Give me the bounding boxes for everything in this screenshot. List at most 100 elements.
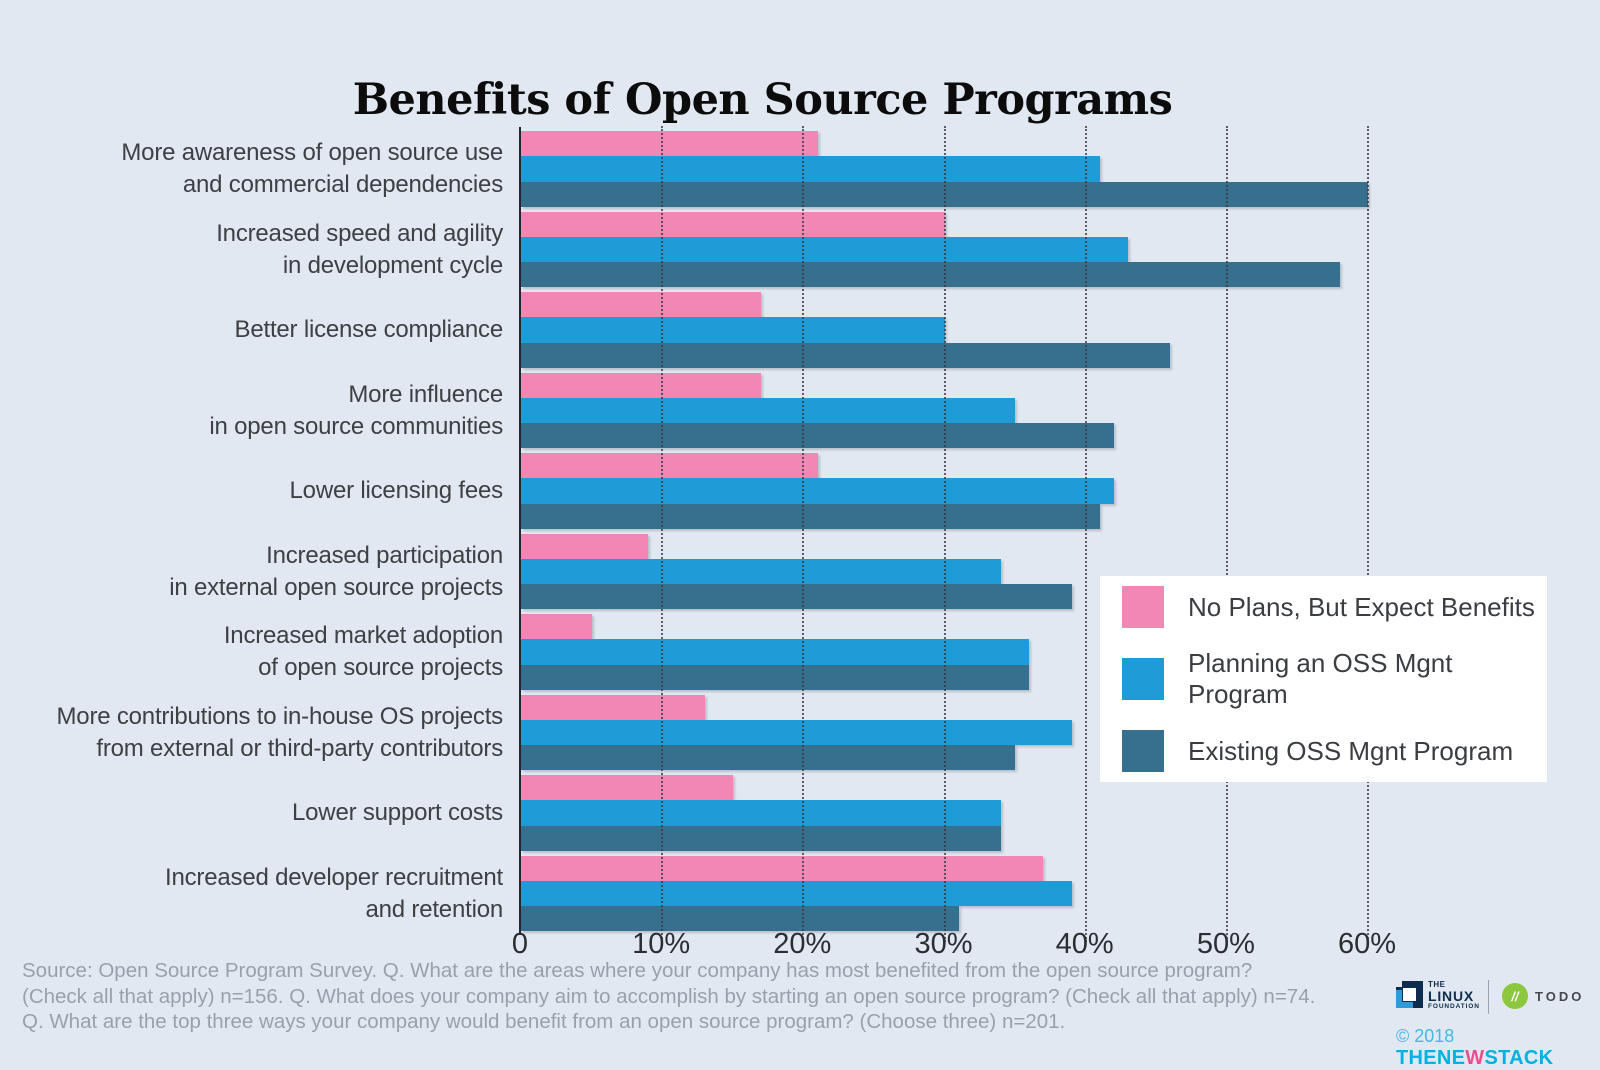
x-axis-tick-label: 40%	[1055, 928, 1114, 960]
category-label: Lower licensing fees	[289, 477, 504, 504]
bar-cluster	[521, 533, 1072, 610]
bar-cluster	[521, 211, 1340, 288]
category-label: Increased market adoption of open source …	[223, 622, 503, 681]
copyright-text: © 2018	[1396, 1026, 1455, 1046]
category-label: Lower support costs	[292, 799, 503, 826]
category-label: Increased participation in external open …	[169, 541, 503, 601]
x-axis-tick-label: 0	[511, 928, 529, 960]
gridline	[1084, 126, 1087, 942]
x-axis-tick-label: 60%	[1337, 928, 1397, 960]
category-label: Increased speed and agility in developmen…	[216, 219, 503, 279]
legend-label: No Plans, But Expect Benefits	[1188, 591, 1535, 622]
category-group: More awareness of open source use and com…	[0, 131, 1600, 207]
legend-label: Planning an OSS Mgnt Program	[1188, 648, 1453, 709]
bar-segment	[521, 719, 1072, 746]
bar-segment	[521, 639, 1030, 665]
bar-segment	[521, 775, 733, 801]
thenewstack-credit: © 2018 THENEWSTACK	[1396, 1026, 1600, 1070]
gridline	[661, 126, 664, 942]
bar-segment	[521, 372, 761, 398]
category-label: More influence in open source communities	[209, 380, 503, 440]
todo-logo: // TODO	[1502, 983, 1584, 1009]
bar-segment	[521, 614, 592, 640]
bar-segment	[521, 156, 1100, 182]
todo-wordmark: TODO	[1535, 988, 1585, 1004]
bar-segment	[521, 906, 959, 932]
bar-segment	[521, 584, 1072, 610]
todo-slashes-icon: //	[1502, 983, 1528, 1009]
bar-segment	[521, 317, 945, 343]
source-line: (Check all that apply) n=156. Q. What do…	[22, 984, 1316, 1008]
bar-segment	[521, 423, 1114, 449]
category-group: More contributions to in-house OS projec…	[0, 694, 1600, 771]
category-group: More influence in open source communities	[0, 372, 1600, 449]
legend: No Plans, But Expect Benefits Planning an…	[1100, 576, 1547, 782]
legend-swatch	[1122, 730, 1164, 772]
x-axis-tick-label: 30%	[914, 928, 973, 960]
legend-swatch	[1122, 586, 1164, 628]
category-group: Increased speed and agility in developmen…	[0, 211, 1600, 288]
legend-swatch	[1122, 658, 1164, 700]
bar-cluster	[521, 614, 1030, 690]
category-label: More awareness of open source use and com…	[121, 139, 503, 198]
y-axis-line	[519, 127, 521, 935]
gridline	[943, 126, 946, 942]
bar-segment	[521, 503, 1100, 529]
category-group: Lower licensing fees	[0, 453, 1600, 529]
linux-foundation-wordmark: THE LINUX FOUNDATION	[1428, 981, 1480, 1011]
bar-segment	[521, 292, 761, 318]
category-group: Increased participation in external open …	[0, 533, 1600, 610]
category-label: More contributions to in-house OS projec…	[56, 702, 504, 762]
bar-segment	[521, 694, 705, 720]
category-group: Increased developer recruitment and reten…	[0, 855, 1600, 932]
bar-segment	[521, 745, 1016, 771]
lf-foundation-text: FOUNDATION	[1428, 1003, 1480, 1010]
category-group: Better license compliance	[0, 292, 1600, 368]
lf-linux-text: LINUX	[1428, 988, 1474, 1004]
bar-segment	[521, 236, 1128, 263]
bar-segment	[521, 825, 1001, 851]
thenewstack-wordmark: THENEWSTACK	[1396, 1047, 1554, 1069]
linux-foundation-logo: THE LINUX FOUNDATION	[1396, 981, 1480, 1013]
legend-item: Planning an OSS Mgnt Program	[1122, 648, 1547, 710]
category-group: Lower support costs	[0, 775, 1600, 851]
source-line: Source: Open Source Program Survey. Q. W…	[22, 959, 1253, 982]
bar-cluster	[521, 292, 1171, 368]
bar-segment	[521, 664, 1030, 690]
legend-label: Existing OSS Mgnt Program	[1188, 735, 1514, 766]
lf-the-text: THE	[1428, 980, 1446, 989]
gridline	[1225, 126, 1228, 942]
bar-cluster	[521, 775, 1001, 851]
bar-segment	[521, 855, 1044, 881]
bar-segment	[521, 131, 818, 157]
gridline	[1367, 126, 1370, 942]
gridline	[802, 126, 805, 942]
legend-item: No Plans, But Expect Benefits	[1122, 586, 1547, 628]
bar-cluster	[521, 694, 1072, 771]
bar-segment	[521, 453, 818, 479]
x-axis-tick-label: 50%	[1196, 928, 1255, 960]
x-axis-tick-label: 20%	[773, 928, 832, 960]
x-axis-tick-label: 10%	[632, 928, 691, 960]
source-note: Source: Open Source Program Survey. Q. W…	[22, 958, 1315, 1035]
bar-cluster	[521, 453, 1114, 529]
chart-title: Benefits of Open Source Programs	[352, 74, 1173, 125]
bar-segment	[521, 533, 649, 559]
category-label: Better license compliance	[234, 316, 504, 343]
bar-cluster	[521, 855, 1072, 932]
bar-segment	[521, 880, 1072, 907]
bar-segment	[521, 397, 1016, 424]
source-line: Q. What are the top three ways your comp…	[22, 1010, 1066, 1033]
legend-item: Existing OSS Mgnt Program	[1122, 730, 1547, 772]
bar-segment	[521, 211, 945, 237]
bar-segment	[521, 800, 1001, 826]
bar-cluster	[521, 372, 1114, 449]
bar-segment	[521, 478, 1114, 504]
bar-segment	[521, 342, 1171, 368]
bar-segment	[521, 558, 1001, 585]
linux-foundation-icon	[1396, 981, 1423, 1013]
category-label: Increased developer recruitment and reten…	[165, 863, 503, 923]
bar-segment	[521, 262, 1340, 288]
